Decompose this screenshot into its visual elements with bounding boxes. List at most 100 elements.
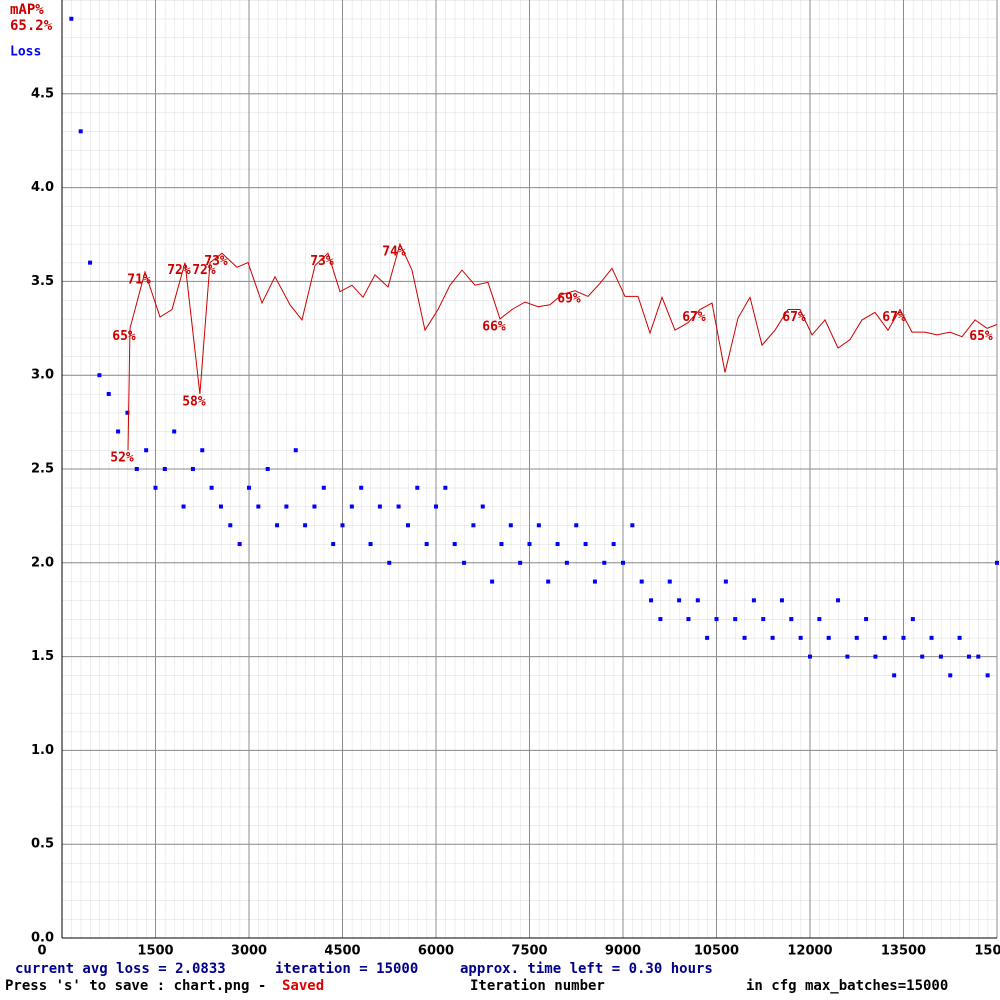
loss-point (742, 635, 747, 640)
loss-point (153, 485, 158, 490)
loss-point (630, 523, 635, 528)
x-tick-label: 15000 (974, 944, 1000, 959)
loss-point (817, 617, 822, 622)
status-loss: current avg loss = 2.0833 (15, 961, 226, 977)
loss-point (667, 579, 672, 584)
loss-point (723, 579, 728, 584)
loss-point (275, 523, 280, 528)
loss-point (695, 598, 700, 603)
loss-point (218, 504, 223, 509)
loss-point (116, 429, 121, 434)
loss-point (434, 504, 438, 509)
loss-point (490, 579, 495, 584)
x-tick-label: 1500 (137, 944, 173, 959)
legend-loss: Loss (10, 45, 41, 60)
loss-point (125, 410, 130, 415)
loss-point (555, 542, 560, 547)
loss-point (480, 504, 485, 509)
loss-point (602, 560, 607, 565)
loss-point (873, 654, 878, 659)
loss-point (190, 467, 195, 471)
loss-point (639, 579, 644, 584)
x-tick-label: 9000 (605, 944, 641, 959)
map-line (127, 242, 998, 451)
map-label: 67% (782, 310, 806, 325)
map-label: 65% (969, 329, 993, 344)
loss-point (686, 617, 691, 622)
loss-point (938, 654, 943, 659)
loss-point (106, 391, 111, 396)
map-label: 58% (182, 394, 206, 409)
x-tick-label: 10500 (694, 944, 739, 959)
loss-point (995, 560, 999, 565)
loss-point (443, 485, 448, 490)
map-label: 72% (192, 263, 216, 278)
loss-point (144, 448, 149, 453)
loss-point (518, 560, 523, 565)
loss-point (134, 467, 139, 471)
loss-point (349, 504, 354, 509)
map-label: 73% (310, 254, 334, 269)
loss-point (396, 504, 401, 509)
loss-point (957, 635, 962, 640)
loss-point (658, 617, 663, 622)
loss-point (564, 560, 569, 565)
x-tick-label: 12000 (787, 944, 832, 959)
loss-point (751, 598, 756, 603)
y-tick-label: 4.5 (31, 86, 54, 101)
loss-point (237, 542, 242, 547)
loss-point (340, 523, 345, 528)
current-map: 65.2% (10, 18, 53, 34)
loss-point (966, 654, 971, 659)
loss-point (976, 654, 981, 659)
loss-point (415, 485, 420, 490)
x-tick-label: 13500 (881, 944, 926, 959)
loss-point (228, 523, 233, 528)
map-label: 69% (557, 291, 581, 306)
loss-point (97, 373, 102, 378)
loss-point (779, 598, 784, 603)
loss-point (583, 542, 588, 547)
status-saved: Saved (282, 978, 324, 994)
loss-point (331, 542, 336, 547)
loss-point (948, 673, 953, 678)
loss-point (499, 542, 504, 547)
loss-point (256, 504, 261, 509)
loss-point (920, 654, 925, 659)
map-label: 52% (110, 451, 134, 466)
loss-point (733, 617, 738, 622)
x-tick-label: 6000 (418, 944, 454, 959)
loss-point (405, 523, 410, 528)
loss-point (536, 523, 541, 528)
loss-point (621, 560, 625, 565)
loss-point (854, 635, 859, 640)
loss-point (770, 635, 775, 640)
loss-point (462, 560, 467, 565)
x-tick-label: 4500 (324, 944, 360, 959)
y-tick-label: 3.0 (31, 368, 54, 383)
map-label: 67% (682, 310, 706, 325)
loss-point (508, 523, 513, 528)
loss-point (808, 654, 812, 659)
loss-point (181, 504, 186, 509)
loss-point (284, 504, 289, 509)
loss-point (985, 673, 990, 678)
loss-point (471, 523, 476, 528)
loss-point (826, 635, 831, 640)
y-tick-label: 2.5 (31, 462, 54, 477)
loss-point (387, 560, 392, 565)
loss-point (452, 542, 457, 547)
map-label: 65% (112, 329, 136, 344)
loss-point (761, 617, 766, 622)
status-save: Press 's' to save : chart.png - (5, 978, 266, 994)
loss-point (901, 635, 906, 640)
loss-point (303, 523, 308, 528)
loss-point (836, 598, 841, 603)
loss-point (677, 598, 682, 603)
loss-point (312, 504, 317, 509)
y-tick-label: 1.0 (31, 743, 54, 758)
loss-point (910, 617, 915, 622)
loss-point (172, 429, 177, 434)
loss-point (789, 617, 794, 622)
